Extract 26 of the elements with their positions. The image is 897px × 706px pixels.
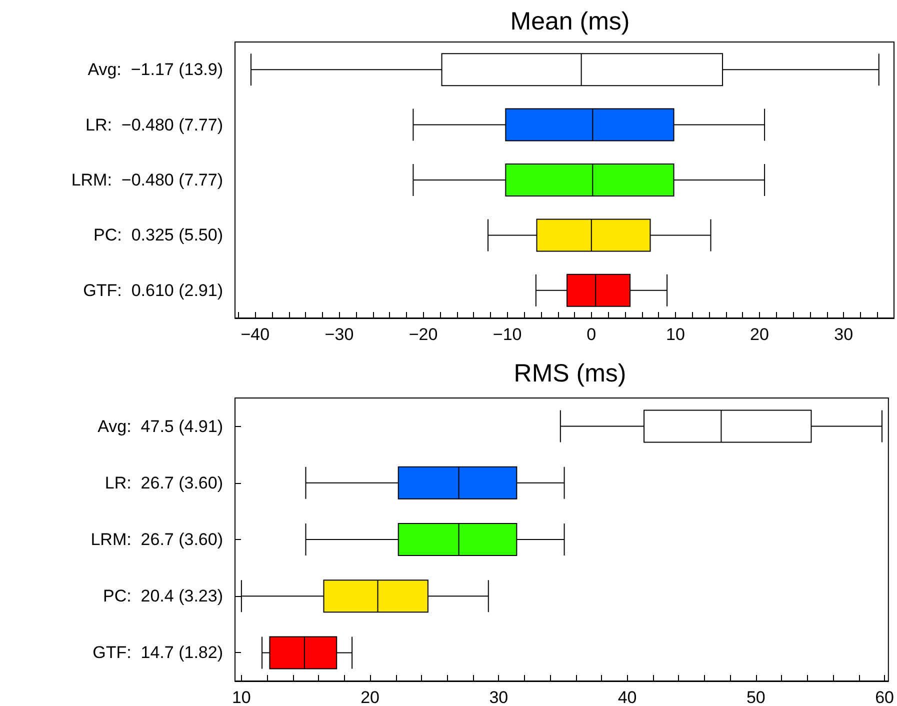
x-tick-label: 30	[489, 688, 508, 706]
x-tick-label: 20	[750, 325, 769, 344]
x-tick-label: 40	[618, 688, 637, 706]
x-tick-label: −40	[240, 325, 270, 344]
x-tick-label: −20	[408, 325, 438, 344]
x-tick-label: 50	[746, 688, 766, 706]
y-tick-label: LR: 26.7 (3.60)	[104, 473, 223, 492]
y-tick-label: GTF: 0.610 (2.91)	[83, 280, 223, 300]
y-tick-label: GTF: 14.7 (1.82)	[92, 643, 223, 662]
y-tick-label: Avg: 47.5 (4.91)	[98, 416, 223, 436]
x-tick-label: 30	[834, 325, 854, 344]
x-tick-label: 10	[666, 325, 685, 344]
x-tick-label: 60	[875, 688, 894, 706]
x-tick-label: −30	[324, 325, 354, 344]
y-tick-label: PC: 0.325 (5.50)	[94, 226, 223, 245]
x-tick-label: −10	[492, 325, 522, 344]
chart-title: RMS (ms)	[514, 360, 626, 388]
y-tick-label: Avg: −1.17 (13.9)	[88, 60, 223, 80]
x-tick-label: 0	[586, 325, 596, 344]
chart-title: Mean (ms)	[510, 8, 630, 36]
y-tick-label: PC: 20.4 (3.23)	[102, 586, 223, 606]
x-tick-label: 10	[232, 688, 251, 706]
x-tick-label: 20	[360, 688, 380, 706]
y-tick-label: LRM: 26.7 (3.60)	[90, 530, 223, 549]
y-tick-label: LRM: −0.480 (7.77)	[71, 170, 223, 190]
y-tick-label: LR: −0.480 (7.77)	[85, 115, 223, 134]
